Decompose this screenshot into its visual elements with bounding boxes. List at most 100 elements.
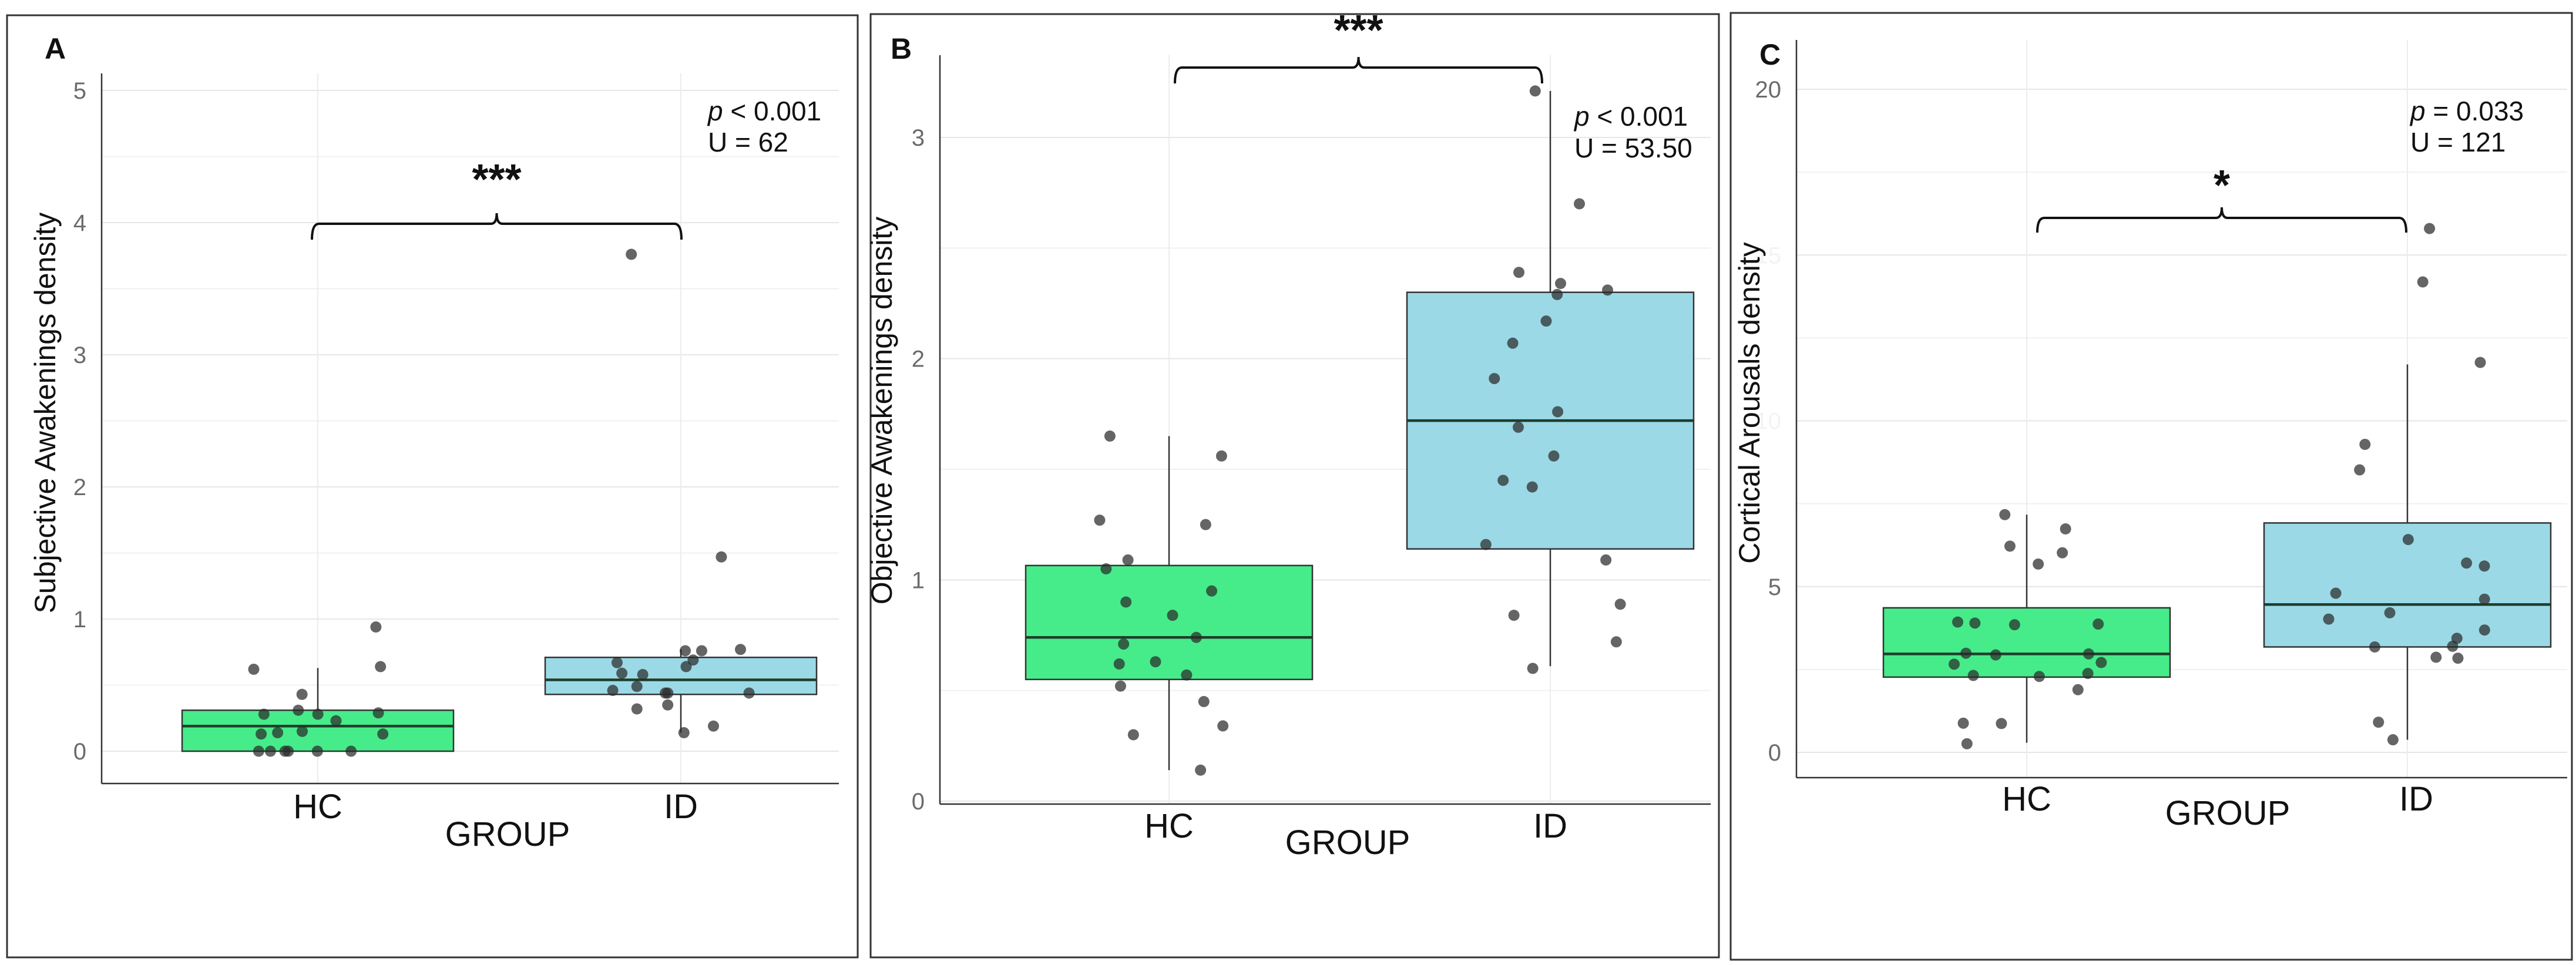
data-point [2452,653,2464,664]
data-point [1574,198,1586,210]
data-point [296,688,308,700]
data-point [1497,475,1509,486]
data-point [1952,616,1964,628]
y-tick-label: 20 [1755,77,1782,103]
data-point [1181,669,1193,681]
data-point [1999,509,2011,520]
data-point [1610,636,1622,648]
y-tick-label: 10 [1755,409,1782,435]
data-point [1480,539,1492,550]
data-point [2083,648,2094,660]
data-point [330,715,342,727]
data-point [660,687,671,699]
data-point [2095,657,2107,668]
data-point [2447,640,2459,652]
data-point [616,667,628,679]
data-point [2402,534,2414,546]
x-category-label: HC [2002,780,2051,818]
y-tick-label: 4 [73,210,86,236]
data-point [1961,738,1973,749]
data-point [2072,684,2084,695]
p-symbol: p [707,96,723,126]
data-point [626,248,637,260]
data-point [2384,607,2396,618]
data-point [1614,598,1626,610]
data-point [1967,670,1979,681]
data-point [1215,450,1227,462]
data-point [1114,680,1126,692]
y-axis-title: Subjective Awakenings density [29,213,62,614]
y-tick-label: 1 [73,607,86,633]
x-axis-title: GROUP [445,815,570,853]
data-point [1601,284,1613,296]
data-point [1122,554,1134,566]
data-point [1104,431,1116,442]
data-point [680,661,692,673]
y-tick-label: 1 [912,567,925,593]
data-point [372,707,384,719]
data-point [1508,610,1520,621]
y-axis-title: Objective Awakenings density [865,217,898,605]
series-hc [1882,509,2171,749]
data-point [272,727,284,738]
data-point [1554,278,1566,290]
significance-bracket [2036,207,2407,233]
data-point [377,728,389,740]
data-point [1127,729,1139,741]
panel-frame [1729,12,2573,961]
data-point [1118,638,1130,650]
data-point [2033,558,2044,570]
panel-b: 0 1 2 3 HC ID B GROUP Objective Awakenings densi… [865,7,1720,959]
data-point [312,708,324,720]
p-value: < 0.001 [723,96,822,126]
data-point [2478,593,2490,605]
box-iqr [1025,564,1314,681]
data-point [1489,373,1500,385]
data-point [264,745,276,757]
data-point [345,745,357,757]
panel-letter: B [891,32,912,65]
data-point [1540,315,1552,327]
p-value-annotation: p = 0.033 [2409,96,2524,126]
data-point [679,645,691,657]
data-point [256,728,267,740]
y-tick-label: 3 [912,125,925,151]
data-point [2057,547,2068,559]
data-point [2330,587,2342,599]
series-id [544,248,818,738]
data-point [696,645,707,657]
data-point [1113,658,1125,670]
y-axis-title: Cortical Arousals density [1733,242,1766,563]
significance-stars: *** [1334,7,1383,54]
y-tick-label: 2 [912,347,925,372]
data-point [2033,671,2045,682]
data-point [637,669,649,680]
data-point [716,551,727,563]
data-point [370,621,382,633]
x-category-label: ID [664,788,698,826]
data-point [631,703,643,715]
data-point [2478,560,2490,572]
box-iqr [1882,607,2171,678]
data-point [293,704,304,716]
data-point [1200,519,1211,530]
data-point [1948,658,1960,670]
data-point [296,725,308,737]
series-hc [1025,431,1314,776]
data-point [631,681,643,692]
data-point [248,664,260,675]
data-point [743,687,755,699]
y-tick-label: 0 [912,789,925,815]
y-tick-label: 2 [73,475,86,500]
y-tick-label: 5 [73,78,86,104]
data-point [1990,649,2001,661]
p-value-annotation: p < 0.001 [707,96,821,126]
series-hc [181,621,455,757]
data-point [2323,613,2335,625]
data-point [2417,276,2429,288]
data-point [1198,696,1210,707]
data-point [311,745,323,757]
significance-stars: * [2214,162,2230,209]
data-point [1960,647,1972,659]
series-id [2263,223,2552,746]
